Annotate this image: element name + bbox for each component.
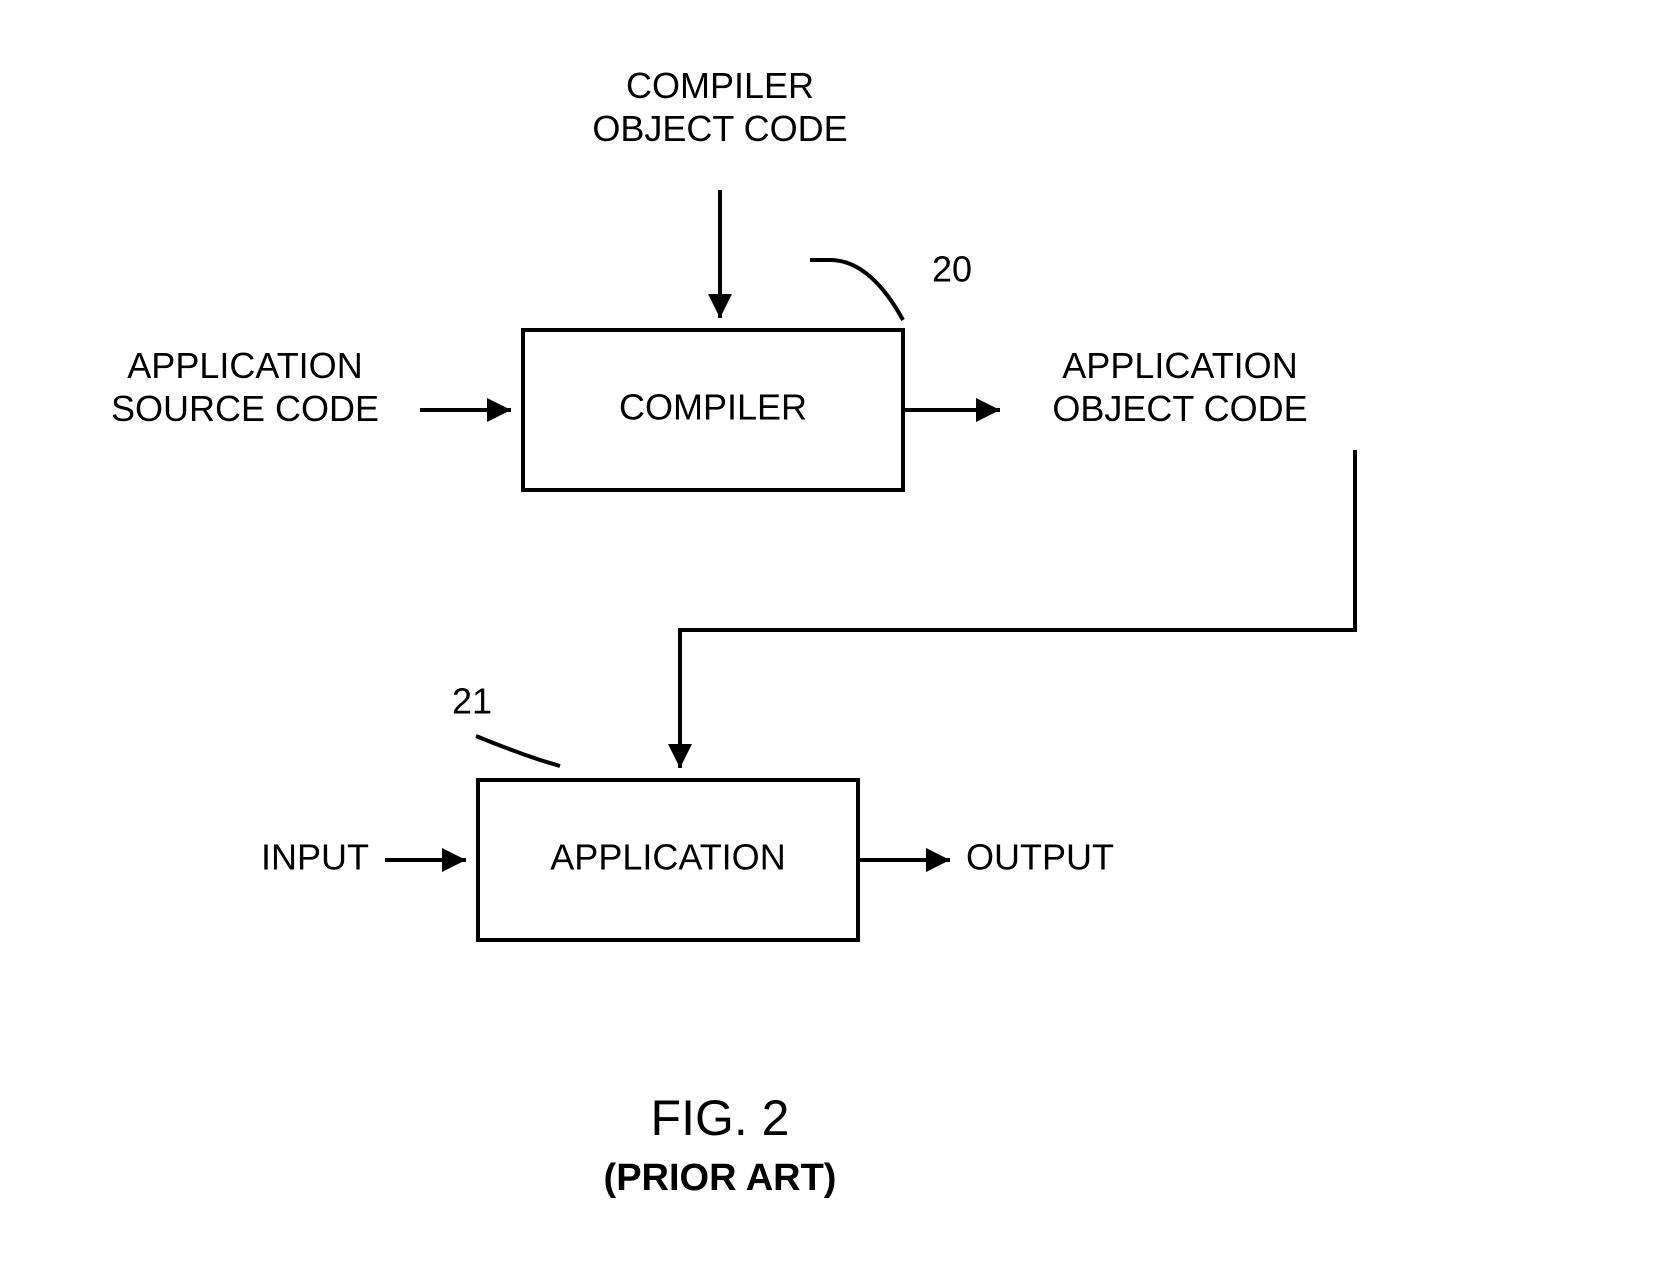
- compiler-ref-label: 20: [932, 249, 972, 290]
- output-label-line1: OUTPUT: [966, 837, 1114, 878]
- compiler-object-code-label-line2: OBJECT CODE: [592, 108, 847, 149]
- application-ref-lead: [476, 736, 560, 766]
- compiler-ref-lead: [810, 260, 903, 320]
- edge-app_object_code-to-application: [680, 450, 1355, 768]
- figure-caption-main: FIG. 2: [651, 1090, 790, 1146]
- figure-caption-sub: (PRIOR ART): [604, 1157, 837, 1199]
- application-node-label: APPLICATION: [550, 837, 785, 878]
- compiler-node-label: COMPILER: [619, 387, 807, 428]
- app-object-code-label-line1: APPLICATION: [1062, 345, 1297, 386]
- compiler-object-code-label-line1: COMPILER: [626, 65, 814, 106]
- application-ref-label: 21: [452, 681, 492, 722]
- app-source-code-label-line1: APPLICATION: [127, 345, 362, 386]
- input-label-line1: INPUT: [261, 837, 369, 878]
- app-object-code-label-line2: OBJECT CODE: [1052, 388, 1307, 429]
- app-source-code-label-line2: SOURCE CODE: [111, 388, 379, 429]
